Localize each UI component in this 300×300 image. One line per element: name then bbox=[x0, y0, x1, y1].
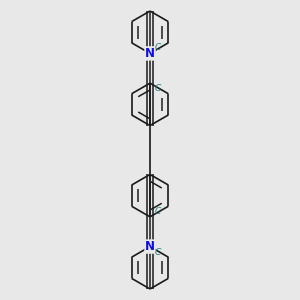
Text: N: N bbox=[145, 240, 155, 253]
Text: C: C bbox=[155, 84, 161, 93]
Text: N: N bbox=[145, 47, 155, 60]
Text: C: C bbox=[155, 207, 161, 216]
Text: C: C bbox=[155, 248, 161, 257]
Text: C: C bbox=[155, 43, 161, 52]
